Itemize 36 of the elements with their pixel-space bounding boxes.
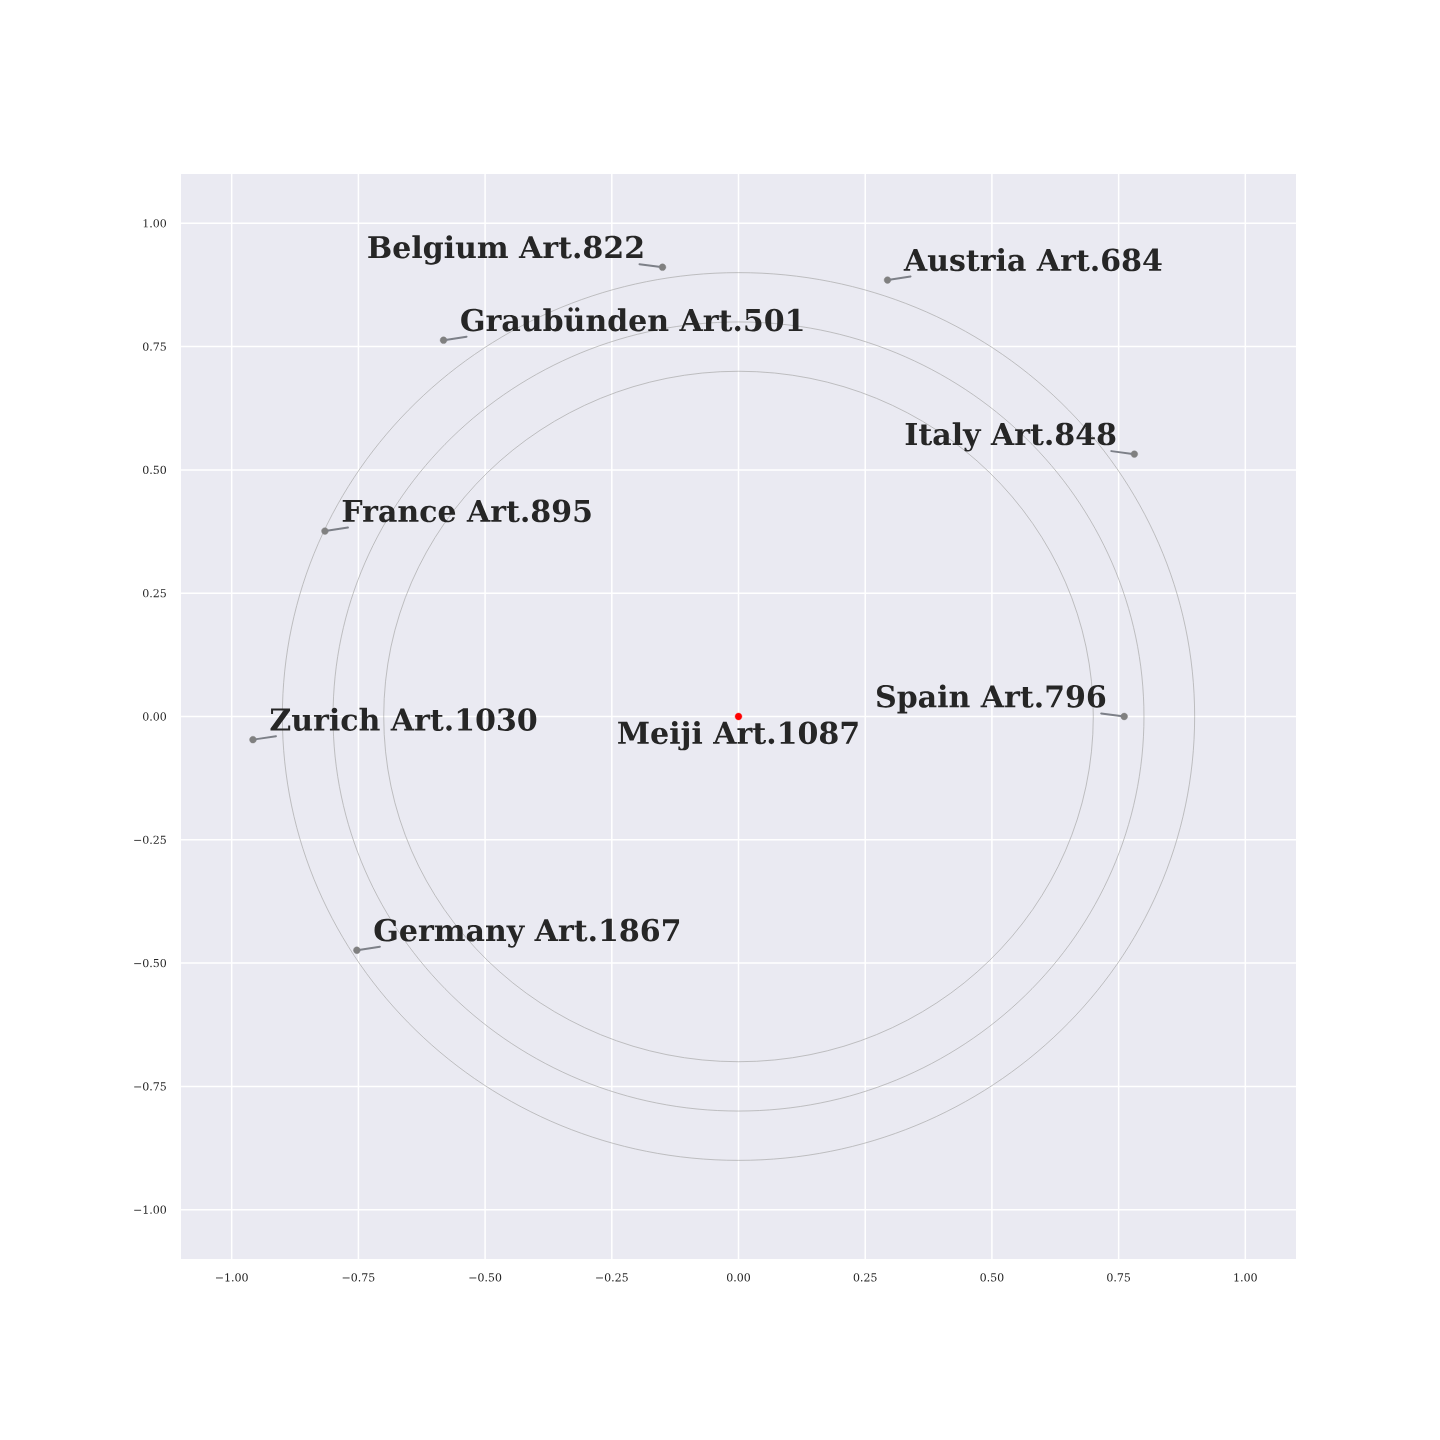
annotation: Spain Art.796 — [877, 684, 1106, 714]
x-tick-label: 0.75 — [1107, 1273, 1131, 1282]
y-tick-label: −0.25 — [134, 835, 166, 844]
y-tick-label: 0.50 — [142, 465, 167, 475]
x-tick-label: −1.00 — [215, 1273, 248, 1282]
annotation: Meiji Art.1087 — [618, 720, 858, 751]
x-tick-label: −0.75 — [342, 1273, 375, 1282]
y-tick-label: 0.00 — [142, 712, 167, 721]
point — [353, 946, 361, 954]
x-tick-label: 0.25 — [853, 1273, 877, 1282]
y-tick-label: 0.25 — [142, 589, 166, 598]
annotation: Austria Art.684 — [903, 248, 1162, 272]
x-tick-label: 0.50 — [980, 1273, 1004, 1282]
annotation: France Art.895 — [342, 499, 591, 523]
x-tick-label: 0.00 — [726, 1273, 751, 1282]
point — [734, 712, 743, 721]
point — [658, 263, 667, 271]
point — [249, 736, 257, 744]
point — [321, 527, 329, 535]
annotation: Italy Art.848 — [905, 422, 1116, 452]
point — [883, 276, 892, 284]
annotation: Zurich Art.1030 — [270, 707, 537, 731]
x-tick-label: −0.50 — [469, 1273, 502, 1282]
y-tick-label: 1.00 — [143, 219, 167, 228]
x-tick-label: −0.25 — [596, 1273, 628, 1282]
y-tick-label: −0.75 — [134, 1082, 166, 1091]
point — [439, 336, 448, 344]
x-tick-label: 1.00 — [1234, 1273, 1257, 1282]
annotation: Graubünden Art.501 — [461, 307, 803, 332]
point — [1130, 450, 1138, 458]
y-tick-label: −1.00 — [134, 1205, 167, 1214]
annotation: Germany Art.1867 — [374, 918, 680, 948]
y-tick-label: −0.50 — [134, 958, 167, 968]
y-tick-label: 0.75 — [142, 342, 166, 351]
point — [1120, 712, 1128, 721]
annotation: Belgium Art.822 — [368, 235, 643, 265]
